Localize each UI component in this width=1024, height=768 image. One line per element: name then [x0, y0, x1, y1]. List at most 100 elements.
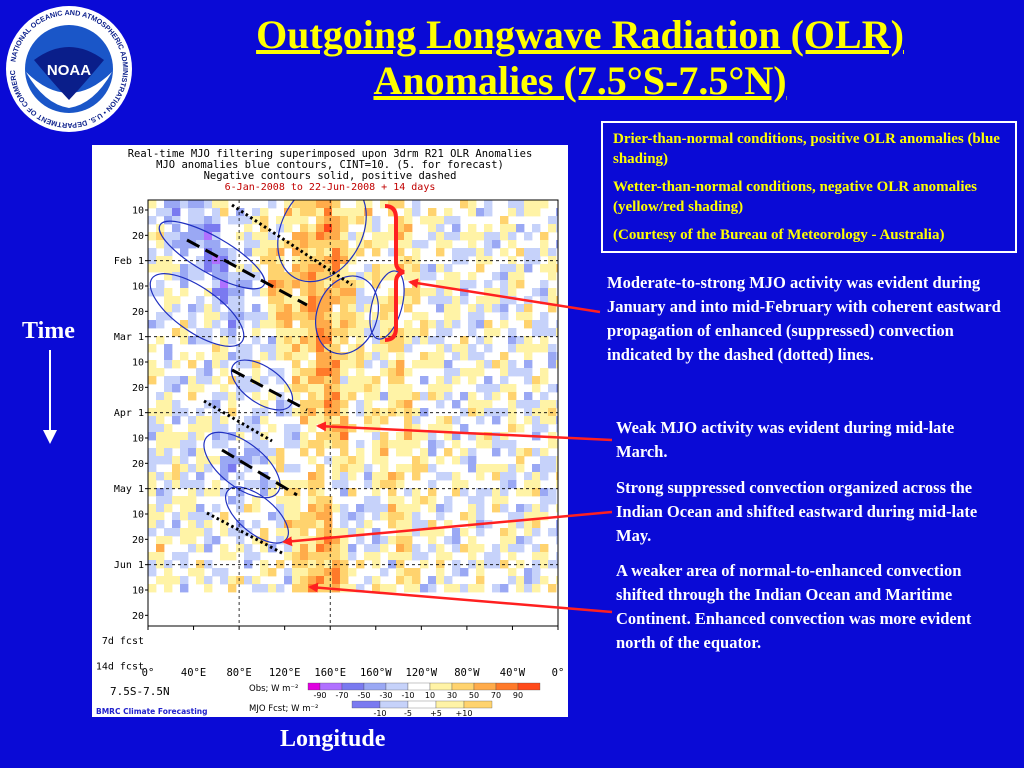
- heat-cell: [428, 528, 437, 537]
- heat-cell: [388, 320, 397, 329]
- heat-cell: [332, 568, 341, 577]
- heat-cell: [428, 464, 437, 473]
- heat-cell: [508, 416, 517, 425]
- heat-cell: [180, 408, 189, 417]
- heat-cell: [308, 200, 317, 209]
- heat-cell: [316, 320, 325, 329]
- heat-cell: [228, 328, 237, 337]
- heat-cell: [156, 224, 165, 233]
- heat-cell: [292, 256, 301, 265]
- heat-cell: [180, 264, 189, 273]
- mjo-contour: [277, 200, 367, 283]
- heat-cell: [412, 488, 421, 497]
- heat-cell: [436, 576, 445, 585]
- heat-cell: [340, 360, 349, 369]
- heat-cell: [212, 456, 221, 465]
- heat-cell: [172, 272, 181, 281]
- heat-cell: [276, 216, 285, 225]
- heat-cell: [460, 344, 469, 353]
- heat-cell: [244, 312, 253, 321]
- heat-cell: [508, 344, 517, 353]
- heat-cell: [340, 568, 349, 577]
- heat-cell: [436, 560, 445, 569]
- heat-cell: [308, 416, 317, 425]
- heat-cell: [420, 408, 429, 417]
- heat-cell: [508, 552, 517, 561]
- heat-cell: [148, 488, 157, 497]
- heat-cell: [372, 416, 381, 425]
- heat-cell: [324, 208, 333, 217]
- heat-cell: [308, 568, 317, 577]
- heat-cell: [484, 240, 493, 249]
- heat-cell: [388, 384, 397, 393]
- heat-cell: [500, 432, 509, 441]
- heat-cell: [404, 264, 413, 273]
- heat-cell: [500, 352, 509, 361]
- heat-cell: [476, 384, 485, 393]
- x-tick-label: 40°W: [500, 667, 526, 679]
- obs-colorbar: -90 -70 -50 -30 -10 10 30 50 70 90: [307, 682, 541, 700]
- heat-cell: [324, 520, 333, 529]
- heat-cell: [276, 584, 285, 593]
- heat-cell: [220, 352, 229, 361]
- heat-cell: [196, 336, 205, 345]
- heat-cell: [364, 376, 373, 385]
- heat-cell: [204, 416, 213, 425]
- heat-cell: [180, 272, 189, 281]
- heat-cell: [252, 312, 261, 321]
- heat-cell: [284, 464, 293, 473]
- obs-level-label: -90: [313, 691, 326, 700]
- heat-cell: [396, 552, 405, 561]
- heat-cell: [252, 440, 261, 449]
- heat-cell: [300, 216, 309, 225]
- heat-cell: [164, 288, 173, 297]
- heat-cell: [476, 464, 485, 473]
- heat-cell: [292, 368, 301, 377]
- heat-cell: [308, 328, 317, 337]
- heat-cell: [388, 440, 397, 449]
- heat-cell: [236, 208, 245, 217]
- heat-cell: [548, 264, 557, 273]
- heat-cell: [276, 448, 285, 457]
- heat-cell: [492, 504, 501, 513]
- heat-cell: [172, 224, 181, 233]
- heat-cell: [172, 496, 181, 505]
- heat-cell: [476, 360, 485, 369]
- heat-cell: [244, 576, 253, 585]
- heat-cell: [148, 360, 157, 369]
- heat-cell: [236, 216, 245, 225]
- heat-cell: [196, 424, 205, 433]
- heat-cell: [532, 320, 541, 329]
- heat-cell: [292, 328, 301, 337]
- heat-cell: [244, 448, 253, 457]
- heat-cell: [372, 248, 381, 257]
- heat-cell: [540, 504, 549, 513]
- heat-cell: [476, 416, 485, 425]
- heat-cell: [548, 272, 557, 281]
- heat-cell: [164, 576, 173, 585]
- heat-cell: [180, 248, 189, 257]
- heat-cell: [436, 240, 445, 249]
- heat-cell: [228, 352, 237, 361]
- heat-cell: [404, 512, 413, 521]
- heat-cell: [300, 432, 309, 441]
- enhanced-convection-line: [221, 448, 298, 497]
- heat-cell: [388, 408, 397, 417]
- heat-cell: [260, 216, 269, 225]
- heat-cell: [212, 352, 221, 361]
- heat-cell: [436, 344, 445, 353]
- heat-cell: [556, 400, 558, 409]
- heat-cell: [508, 520, 517, 529]
- heat-cell: [164, 432, 173, 441]
- heat-cell: [452, 320, 461, 329]
- heat-cell: [164, 256, 173, 265]
- heat-cell: [172, 216, 181, 225]
- heat-cell: [252, 552, 261, 561]
- heat-cell: [284, 544, 293, 553]
- heat-cell: [436, 328, 445, 337]
- heat-cell: [220, 440, 229, 449]
- heat-cell: [468, 272, 477, 281]
- heat-cell: [468, 248, 477, 257]
- y-tick-label: 20: [132, 535, 144, 546]
- heat-cell: [204, 312, 213, 321]
